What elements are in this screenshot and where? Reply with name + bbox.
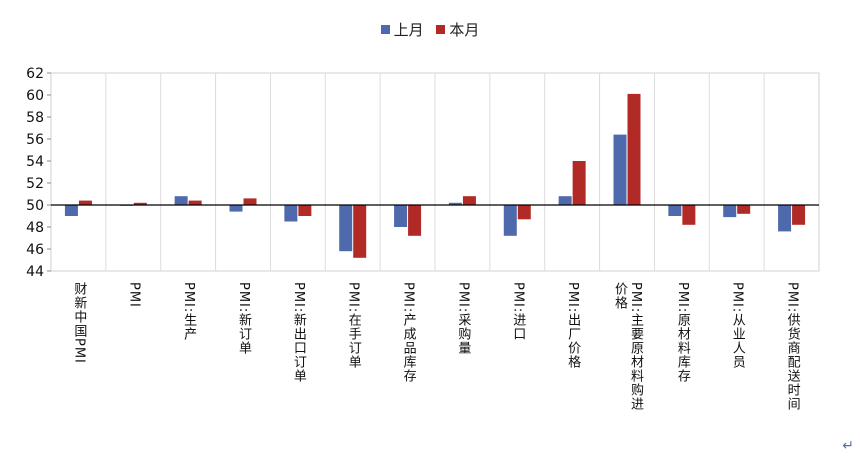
y-tick-label: 44 <box>26 264 44 280</box>
y-tick-label: 48 <box>26 220 44 236</box>
bar-last-month <box>394 205 408 227</box>
bar-this-month <box>408 205 422 236</box>
bar-last-month <box>723 205 737 218</box>
y-tick-label: 46 <box>26 242 44 258</box>
legend-swatch-last-month <box>380 25 390 34</box>
bar-this-month <box>792 205 806 225</box>
bar-last-month <box>64 205 78 216</box>
y-tick-label: 56 <box>26 132 44 148</box>
bar-this-month <box>243 198 257 205</box>
category-label: PMI:从业人员 <box>729 282 745 370</box>
category-label: 财新中国PMI <box>71 282 87 364</box>
bar-last-month <box>778 205 792 232</box>
bar-this-month <box>353 205 367 258</box>
category-label: PMI:新订单 <box>236 282 251 356</box>
y-tick-label: 52 <box>26 176 44 192</box>
y-tick-label: 54 <box>26 154 44 170</box>
bar-this-month <box>517 205 531 220</box>
bar-last-month <box>448 202 462 205</box>
category-label: PMI:原材料库存 <box>674 282 690 384</box>
category-label: PMI:采购量 <box>455 282 471 356</box>
bar-last-month <box>229 205 243 212</box>
legend-item-this-month: 本月 <box>436 19 479 40</box>
category-label: PMI:出厂价格 <box>565 282 581 370</box>
legend-item-last-month: 上月 <box>380 19 424 40</box>
bar-this-month <box>133 202 147 205</box>
y-tick-label: 50 <box>26 198 44 214</box>
bar-last-month <box>558 196 572 205</box>
bar-last-month <box>174 196 188 205</box>
bar-last-month <box>284 205 298 222</box>
bar-this-month <box>682 205 696 225</box>
bar-this-month <box>572 161 586 205</box>
bar-last-month <box>503 205 517 236</box>
bar-this-month <box>627 93 641 205</box>
category-label: PMI:主要原材料购进 价格 <box>612 282 643 412</box>
bar-this-month <box>78 200 92 205</box>
category-label: PMI:供货商配送时间 <box>784 282 800 412</box>
y-tick-label: 58 <box>26 110 44 126</box>
legend-label-this-month: 本月 <box>449 21 480 39</box>
bar-this-month <box>188 200 202 205</box>
bar-last-month <box>339 205 353 252</box>
legend-swatch-this-month <box>436 25 446 34</box>
category-label: PMI:在手订单 <box>345 282 361 370</box>
category-label: PMI:新出口订单 <box>290 282 306 384</box>
bar-last-month <box>668 205 682 216</box>
y-tick-label: 62 <box>26 66 44 82</box>
bar-last-month <box>613 134 627 205</box>
bar-this-month <box>737 205 751 214</box>
legend-label-last-month: 上月 <box>393 21 424 39</box>
category-label: PMI:进口 <box>510 282 526 342</box>
legend: 上月 本月 <box>0 19 860 40</box>
bar-this-month <box>298 205 312 216</box>
category-label: PMI:生产 <box>181 282 197 342</box>
category-label: PMI <box>126 282 142 308</box>
y-tick-label: 60 <box>26 88 44 104</box>
bar-this-month <box>462 196 476 205</box>
corner-return-mark: ↵ <box>842 438 854 454</box>
category-label: PMI:产成品库存 <box>400 282 416 384</box>
